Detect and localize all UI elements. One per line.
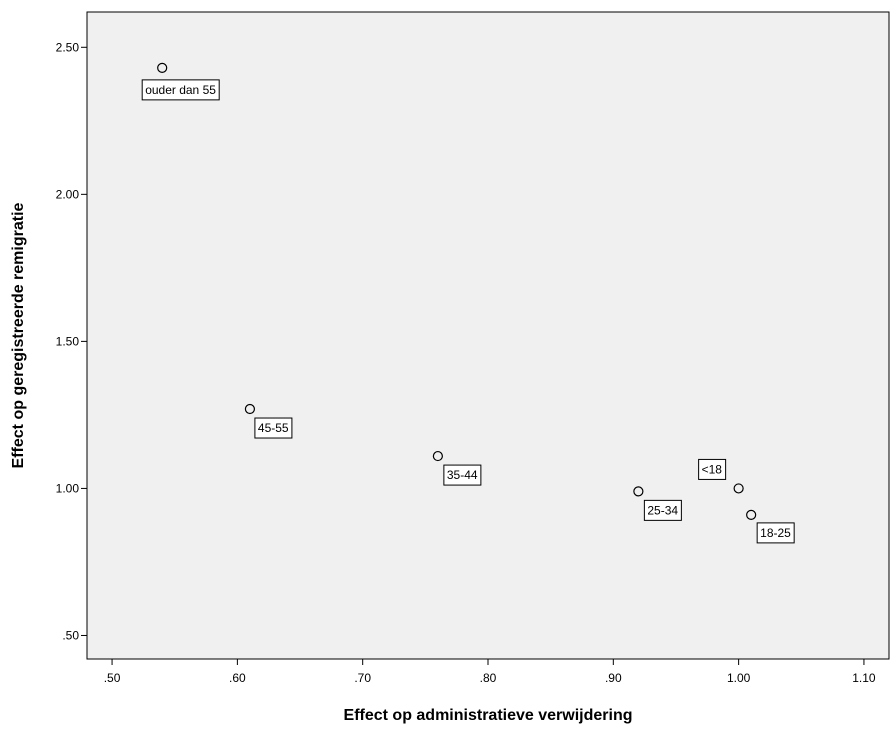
point-label-box	[643, 499, 682, 521]
x-axis: .50 .60 .70 .80 .90 1.00 1.10	[104, 659, 876, 685]
point-label: 35-44	[447, 468, 478, 482]
x-tick-label: .60	[229, 671, 246, 685]
x-tick-label: 1.00	[727, 671, 751, 685]
point-marker	[746, 509, 757, 520]
point-marker	[733, 483, 744, 494]
data-point: ouder dan 55	[141, 62, 220, 101]
point-label: <18	[702, 462, 723, 476]
x-tick-label: .70	[354, 671, 371, 685]
point-label-box	[443, 464, 482, 486]
point-label: 18-25	[760, 526, 791, 540]
x-axis-title: Effect op administratieve verwijdering	[344, 707, 633, 724]
point-label: ouder dan 55	[145, 83, 216, 97]
data-point: 45-55	[244, 403, 293, 439]
y-tick-label: .50	[62, 628, 79, 642]
point-marker	[244, 403, 256, 415]
y-axis: .50 1.00 1.50 2.00 2.50	[56, 40, 87, 642]
data-point: 25-34	[633, 486, 682, 521]
point-label-box	[141, 79, 220, 101]
data-point: 18-25	[746, 509, 795, 544]
point-marker	[633, 486, 644, 497]
point-label-box	[698, 458, 727, 480]
point-label: 45-55	[258, 421, 289, 435]
x-tick-label: .90	[605, 671, 622, 685]
y-tick-label: 2.50	[56, 40, 80, 54]
data-point: <18	[698, 458, 744, 494]
y-tick-label: 1.00	[56, 481, 80, 495]
x-tick-label: 1.10	[852, 671, 876, 685]
point-marker	[157, 62, 168, 73]
plot-area	[86, 11, 890, 660]
y-tick-label: 1.50	[56, 334, 80, 348]
data-point: 35-44	[432, 450, 482, 486]
point-label-box	[756, 522, 795, 544]
x-tick-label: .50	[104, 671, 121, 685]
point-label-box	[254, 417, 293, 439]
data-points: ouder dan 55 45-55 35-44 25-34 <18 18-25	[141, 62, 795, 544]
x-tick-label: .80	[480, 671, 497, 685]
y-tick-label: 2.00	[56, 187, 80, 201]
y-axis-title: Effect op geregistreerde remigratie	[10, 202, 27, 468]
point-label: 25-34	[647, 503, 678, 517]
point-marker	[432, 450, 443, 462]
